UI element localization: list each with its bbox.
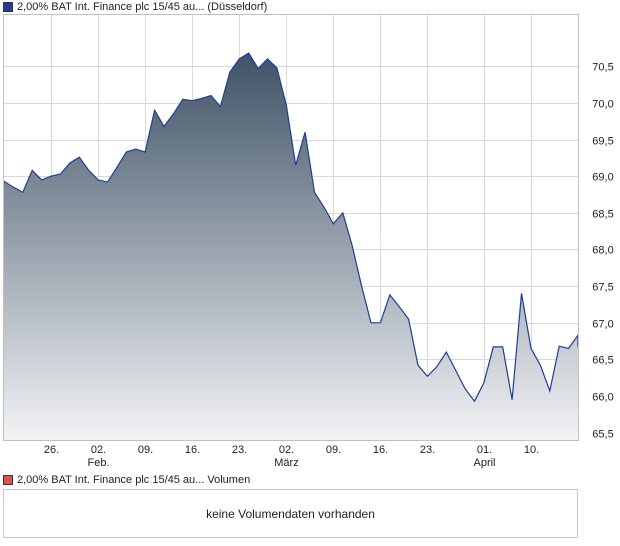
price-point — [370, 321, 373, 324]
price-point — [426, 375, 429, 378]
price-point — [511, 398, 514, 401]
price-point — [388, 293, 391, 296]
price-point — [548, 389, 551, 392]
volume-legend-label: 2,00% BAT Int. Finance plc 15/45 au... V… — [17, 474, 251, 486]
price-point — [87, 169, 90, 172]
x-tick-month-label: April — [473, 457, 495, 469]
price-point — [40, 178, 43, 181]
y-tick-label: 65,5 — [592, 429, 613, 441]
price-point — [398, 305, 401, 308]
x-tick-label: 16. — [185, 444, 200, 456]
price-point — [238, 58, 241, 61]
price-point — [360, 285, 363, 288]
price-point — [294, 164, 297, 167]
price-point — [228, 71, 231, 74]
price-legend: 2,00% BAT Int. Finance plc 15/45 au... (… — [3, 0, 267, 14]
x-tick-label: 02. — [91, 444, 106, 456]
y-tick-label: 68,5 — [592, 209, 613, 221]
x-tick-label: 01. — [477, 444, 492, 456]
price-point — [191, 99, 194, 102]
y-tick-label: 66,5 — [592, 355, 613, 367]
volume-legend-swatch — [3, 475, 13, 485]
price-point — [153, 109, 156, 112]
volume-legend: 2,00% BAT Int. Finance plc 15/45 au... V… — [3, 473, 250, 487]
price-point — [558, 345, 561, 348]
price-point — [304, 131, 307, 134]
x-tick-label: 10. — [524, 444, 539, 456]
price-point — [219, 105, 222, 108]
y-tick-label: 67,0 — [592, 319, 613, 331]
price-point — [530, 347, 533, 350]
price-point — [78, 156, 81, 159]
price-point — [341, 211, 344, 214]
price-point — [31, 169, 34, 172]
price-point — [115, 166, 118, 169]
x-tick-month-label: Feb. — [87, 457, 109, 469]
price-point — [454, 369, 457, 372]
price-point — [351, 244, 354, 247]
price-point — [106, 181, 109, 184]
price-point — [200, 97, 203, 100]
x-tick-label: 16. — [373, 444, 388, 456]
price-point — [322, 206, 325, 209]
x-tick-label: 23. — [232, 444, 247, 456]
price-chart: ECK 65,5 66,0 66,5 67,0 67,5 68,0 68,5 69,0 69,5… — [3, 14, 614, 469]
y-tick-label: 68,0 — [592, 245, 613, 257]
price-point — [473, 400, 476, 403]
price-area-fill — [4, 53, 578, 440]
price-point — [520, 292, 523, 295]
price-point — [501, 345, 504, 348]
price-point — [332, 222, 335, 225]
price-point — [567, 347, 570, 350]
price-point — [210, 94, 213, 97]
price-point — [134, 148, 137, 151]
y-tick-label: 70,5 — [592, 62, 613, 74]
price-legend-swatch — [3, 2, 13, 12]
price-point — [407, 318, 410, 321]
price-point — [379, 321, 382, 324]
x-tick-label: 26. — [44, 444, 59, 456]
price-point — [435, 365, 438, 368]
price-point — [181, 98, 184, 101]
price-point — [257, 67, 260, 70]
price-point — [12, 186, 15, 189]
watermark: ECK — [347, 228, 396, 253]
price-point — [21, 191, 24, 194]
price-point — [50, 175, 53, 178]
price-point — [539, 364, 542, 367]
price-point — [285, 104, 288, 107]
price-point — [266, 58, 269, 61]
plot-frame — [3, 14, 579, 441]
y-tick-label: 69,0 — [592, 172, 613, 184]
y-tick-label: 69,5 — [592, 136, 613, 148]
price-point — [313, 191, 316, 194]
x-tick-label: 09. — [326, 444, 341, 456]
price-point — [445, 351, 448, 354]
price-point — [275, 66, 278, 69]
price-point — [163, 125, 166, 128]
volume-empty-message: keine Volumendaten vorhanden — [206, 506, 375, 521]
x-tick-month-label: März — [274, 457, 298, 469]
price-point — [59, 173, 62, 176]
price-point — [68, 162, 71, 165]
x-tick-label: 09. — [138, 444, 153, 456]
price-point — [247, 52, 250, 55]
price-point — [125, 151, 128, 154]
price-point — [482, 381, 485, 384]
price-point — [144, 151, 147, 154]
y-tick-label: 67,5 — [592, 282, 613, 294]
price-point — [172, 112, 175, 115]
price-point — [97, 178, 100, 181]
volume-panel: keine Volumendaten vorhanden — [3, 489, 578, 538]
price-point — [492, 345, 495, 348]
y-tick-label: 70,0 — [592, 99, 613, 111]
x-tick-label: 23. — [420, 444, 435, 456]
price-point — [464, 387, 467, 390]
price-legend-label: 2,00% BAT Int. Finance plc 15/45 au... (… — [17, 1, 268, 13]
y-tick-label: 66,0 — [592, 392, 613, 404]
price-point — [417, 364, 420, 367]
price-line — [3, 52, 579, 403]
x-tick-label: 02. — [279, 444, 294, 456]
